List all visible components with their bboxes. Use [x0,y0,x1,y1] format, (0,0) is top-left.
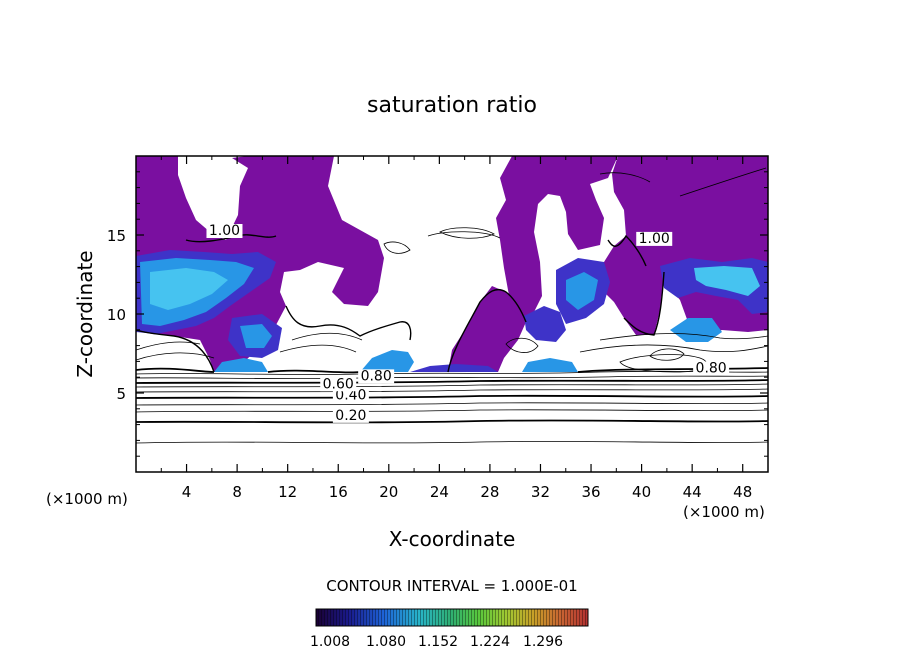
contour-label-bg [332,388,369,403]
supersaturated-region-right [496,156,618,318]
contour-line [136,419,768,424]
contour-line [136,394,768,399]
contour-label-bg [636,231,673,246]
contour-label: 1.00 [639,231,670,247]
saturation-boundary [136,234,665,373]
colorbar-tick-label: 1.296 [523,634,563,650]
contour-label-bg [206,224,243,238]
excess-patch-far-right-core [694,266,760,296]
contour-label: 0.80 [696,360,727,376]
colorbar-tick-label: 1.152 [418,634,458,650]
x-unit-label-right: (×1000 m) [683,503,765,521]
contour-line [136,402,768,406]
contour-label-bg [320,377,357,392]
x-axis: 4 8 12 16 20 24 28 32 36 40 44 48 [160,156,752,501]
x-tick-label: 40 [632,483,651,501]
x-tick-label: 36 [581,483,600,501]
supersaturated-region-far-right [604,156,768,336]
boundary-line [623,271,665,336]
boundary-line [447,288,527,373]
contour-line [136,383,768,388]
contour-line [136,367,768,374]
contour-label: 0.60 [323,376,354,392]
contour-line [136,388,768,393]
contour-label: 1.00 [209,223,240,239]
excess-patch-lower-left-core [240,324,272,348]
excess-saturation-patches [136,250,768,372]
contour-line [679,167,767,197]
colorbar-ticks: 1.008 1.080 1.152 1.224 1.296 [310,634,563,650]
x-axis-title: X-coordinate [389,527,516,551]
excess-lens-4 [522,358,578,372]
y-tick-label: 15 [107,227,126,245]
x-unit-label-left: (×1000 m) [46,490,128,508]
colorbar-stripes [316,609,588,626]
contour-line [136,375,768,380]
x-tick-label: 44 [683,483,702,501]
x-tick-label: 16 [329,483,348,501]
chart-title: saturation ratio [367,93,537,118]
y-axis-title: Z-coordinate [73,250,97,377]
contour-labels: 0.20 0.400.60 0.80 0.80 1.00 1.00 [206,223,730,424]
contour-label-bg [693,361,730,376]
contour-line [599,172,651,183]
colorbar-frame [315,608,589,627]
x-tick-label: 8 [232,483,242,501]
excess-patch-right-core [566,272,598,310]
contour-line [439,227,495,239]
y-tick-label: 5 [116,385,126,403]
contour-interval-label: CONTOUR INTERVAL = 1.000E-01 [326,577,577,595]
supersaturated-region-center [448,286,526,372]
y-axis: 5 10 15 [107,171,768,457]
x-tick-label: 20 [379,483,398,501]
contour-line [427,231,501,239]
y-tick-label: 10 [107,306,126,324]
x-tick-label: 48 [733,483,752,501]
boundary-line [607,234,647,267]
colorbar-tick-label: 1.224 [470,634,510,650]
contour-line [383,241,411,254]
contour-line [136,409,768,413]
contour-label-bg [332,408,369,423]
excess-lens-1 [214,358,268,372]
x-tick-label: 28 [480,483,499,501]
contour-line [136,441,768,444]
contour-label: 0.80 [361,368,392,384]
colorbar-tick-label: 1.080 [366,634,406,650]
x-tick-label: 4 [182,483,192,501]
contour-label: 0.20 [335,408,366,424]
x-tick-label: 12 [278,483,297,501]
colorbar: 1.008 1.080 1.152 1.224 1.296 [310,608,589,650]
contour-line [649,348,685,361]
excess-lens-3 [410,364,498,372]
contour-label-bg [358,369,395,384]
contour-line [505,337,539,353]
boundary-line [136,329,215,373]
x-tick-label: 24 [430,483,449,501]
colorbar-tick-label: 1.008 [310,634,350,650]
x-tick-label: 32 [531,483,550,501]
excess-patch-mid [524,306,566,342]
excess-lens-2 [360,350,414,372]
contour-label: 0.40 [335,387,366,403]
boundary-line [285,305,412,341]
plot-area: 0.20 0.400.60 0.80 0.80 1.00 1.00 [136,156,768,472]
excess-band-left-core [150,268,228,310]
contour-line [136,379,768,384]
